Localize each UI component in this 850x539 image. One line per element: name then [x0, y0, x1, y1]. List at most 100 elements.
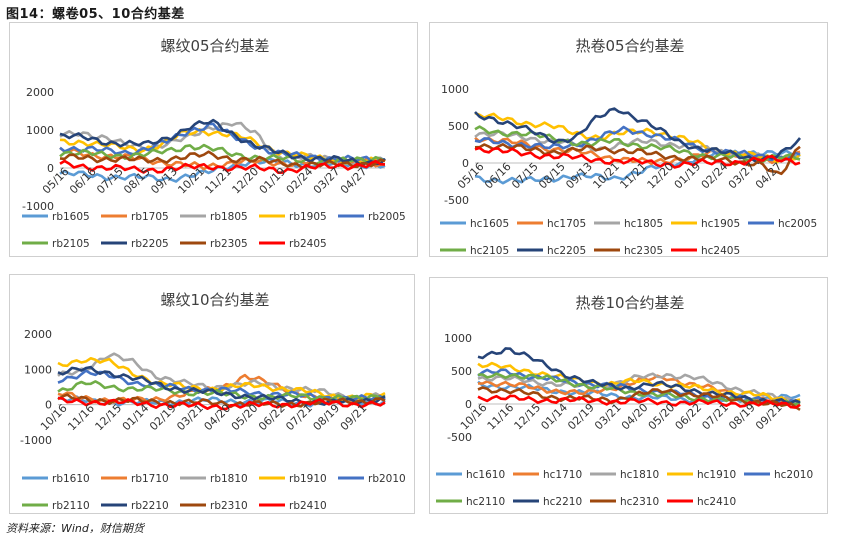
chart-title: 螺纹10合约基差	[160, 291, 269, 309]
series-line-hc1910	[477, 361, 801, 405]
series-line-rb2410	[57, 396, 386, 411]
legend-label-rb2010: rb2010	[368, 473, 406, 485]
x-tick-label: 04/27	[753, 160, 785, 192]
series-line-hc2410	[477, 394, 801, 409]
y-tick-label: 0	[462, 157, 469, 170]
x-tick-label: 07/21	[699, 401, 731, 433]
legend-label-rb1905: rb1905	[289, 211, 327, 223]
legend-label-hc1710: hc1710	[543, 469, 582, 481]
series-line-hc2110	[477, 372, 801, 407]
chart-svg-hc05: 热卷05合约基差-5000500100005/1606/1607/1508/15…	[440, 37, 817, 256]
series-line-rb2310	[57, 393, 386, 409]
series-line-hc2005	[474, 125, 801, 162]
x-tick-label: 12/15	[93, 402, 125, 434]
x-tick-label: 10/16	[38, 402, 70, 434]
legend-label-rb1805: rb1805	[210, 211, 248, 223]
x-tick-label: 11/16	[65, 402, 97, 434]
y-tick-label: 0	[47, 162, 54, 175]
x-tick-label: 11/16	[485, 401, 517, 433]
y-tick-label: 0	[45, 399, 52, 412]
chart-title: 螺纹05合约基差	[160, 37, 269, 55]
legend-label-rb2405: rb2405	[289, 238, 327, 250]
chart-svg-hc10: 热卷10合约基差 -500 0 500 1000 10/1611/1612/1501/14…	[436, 294, 813, 508]
chart-svg-rb05: 螺纹05合约基差-100001000200005/1606/1607/1508/…	[22, 37, 406, 250]
chart-panel-hc10: 热卷10合约基差 -500 0 500 1000 10/16 11/16 12/15 01/14…	[429, 277, 828, 514]
legend-label-hc2405: hc2405	[701, 245, 740, 256]
x-tick-label: 01/14	[538, 401, 570, 433]
legend-label-rb1705: rb1705	[131, 211, 169, 223]
chart-title: 热卷10合约基差	[575, 294, 684, 312]
chart-panel-hc05: 热卷05合约基差 -500 0 500 1000 05/16 06/16 07/15 08/15…	[429, 22, 828, 257]
x-tick-label: 05/16	[455, 160, 487, 192]
legend-label-hc1810: hc1810	[620, 469, 659, 481]
legend-label-hc1910: hc1910	[697, 469, 736, 481]
x-tick-label: 10/16	[458, 401, 490, 433]
chart-panel-rb10: 螺纹10合约基差 -1000 0 1000 2000 10/16 11/16 12/15 01/…	[9, 274, 415, 514]
legend-label-hc2005: hc2005	[778, 218, 817, 230]
chart-panel-rb05: 螺纹05合约基差 -1000 0 1000 2000 05/16 06/16 07/15 08/…	[9, 22, 418, 257]
x-tick-label: 02/19	[565, 401, 597, 433]
legend-label-hc2105: hc2105	[470, 245, 509, 256]
series-line-rb2205	[59, 118, 386, 167]
y-tick-label: 1000	[26, 124, 54, 137]
legend-label-hc1705: hc1705	[547, 218, 586, 230]
legend-label-rb1810: rb1810	[210, 473, 248, 485]
legend-label-hc1905: hc1905	[701, 218, 740, 230]
x-tick-label: 05/16	[40, 165, 72, 197]
y-tick-label: 1000	[444, 332, 472, 345]
chart-svg-rb10: 螺纹10合约基差 -1000 0 1000 2000 10/1611/1612/1501/…	[20, 291, 406, 512]
series-line-rb2405	[59, 159, 386, 174]
series-line-hc2205	[474, 107, 802, 165]
series-line-hc2405	[474, 146, 801, 169]
series-line-hc2210	[477, 347, 801, 405]
y-tick-label: 2000	[24, 328, 52, 341]
series-line-hc2105	[474, 125, 801, 163]
legend-label-rb2310: rb2310	[210, 500, 248, 512]
x-tick-label: 03/27	[311, 165, 343, 197]
y-tick-label: 500	[448, 120, 469, 133]
legend-label-rb1710: rb1710	[131, 473, 169, 485]
legend-label-rb2105: rb2105	[52, 238, 90, 250]
x-tick-label: 02/24	[699, 160, 731, 192]
series-line-rb1910	[57, 357, 386, 402]
y-tick-label: 1000	[24, 363, 52, 376]
x-tick-label: 11/21	[202, 165, 234, 197]
series-line-rb2305	[59, 150, 386, 169]
legend-label-rb1605: rb1605	[52, 211, 90, 223]
x-tick-label: 07/15	[509, 160, 541, 192]
y-tick-label: -1000	[20, 434, 52, 447]
x-tick-label: 09/13	[563, 160, 595, 192]
figure-title: 图14：螺卷05、10合约基差	[6, 7, 185, 22]
x-tick-label: 04/27	[338, 165, 370, 197]
legend-label-hc1805: hc1805	[624, 218, 663, 230]
x-tick-label: 12/20	[645, 160, 677, 192]
x-tick-label: 06/16	[67, 165, 99, 197]
legend-label-hc2110: hc2110	[466, 496, 505, 508]
legend-label-hc2310: hc2310	[620, 496, 659, 508]
x-tick-label: 06/16	[482, 160, 514, 192]
y-tick-label: -500	[447, 431, 472, 444]
legend-label-hc2410: hc2410	[697, 496, 736, 508]
legend-label-rb2305: rb2305	[210, 238, 248, 250]
y-tick-label: 2000	[26, 86, 54, 99]
legend-label-hc2305: hc2305	[624, 245, 663, 256]
y-tick-label: 500	[451, 365, 472, 378]
legend-label-hc1610: hc1610	[466, 469, 505, 481]
x-tick-label: 04/20	[619, 401, 651, 433]
x-tick-label: 03/21	[592, 401, 624, 433]
legend-label-rb2005: rb2005	[368, 211, 406, 223]
legend-label-hc2010: hc2010	[774, 469, 813, 481]
legend-label-hc2205: hc2205	[547, 245, 586, 256]
legend-label-rb2410: rb2410	[289, 500, 327, 512]
chart-title: 热卷05合约基差	[575, 37, 684, 55]
legend-label-rb2205: rb2205	[131, 238, 169, 250]
source-note: 资料来源：Wind，财信期货	[6, 522, 144, 535]
y-tick-label: 0	[465, 398, 472, 411]
legend-label-hc2210: hc2210	[543, 496, 582, 508]
legend-label-rb2210: rb2210	[131, 500, 169, 512]
legend-label-rb1910: rb1910	[289, 473, 327, 485]
x-tick-label: 01/14	[120, 402, 152, 434]
y-tick-label: -500	[444, 194, 469, 207]
y-tick-label: 1000	[441, 83, 469, 96]
y-tick-label: -1000	[22, 200, 54, 213]
